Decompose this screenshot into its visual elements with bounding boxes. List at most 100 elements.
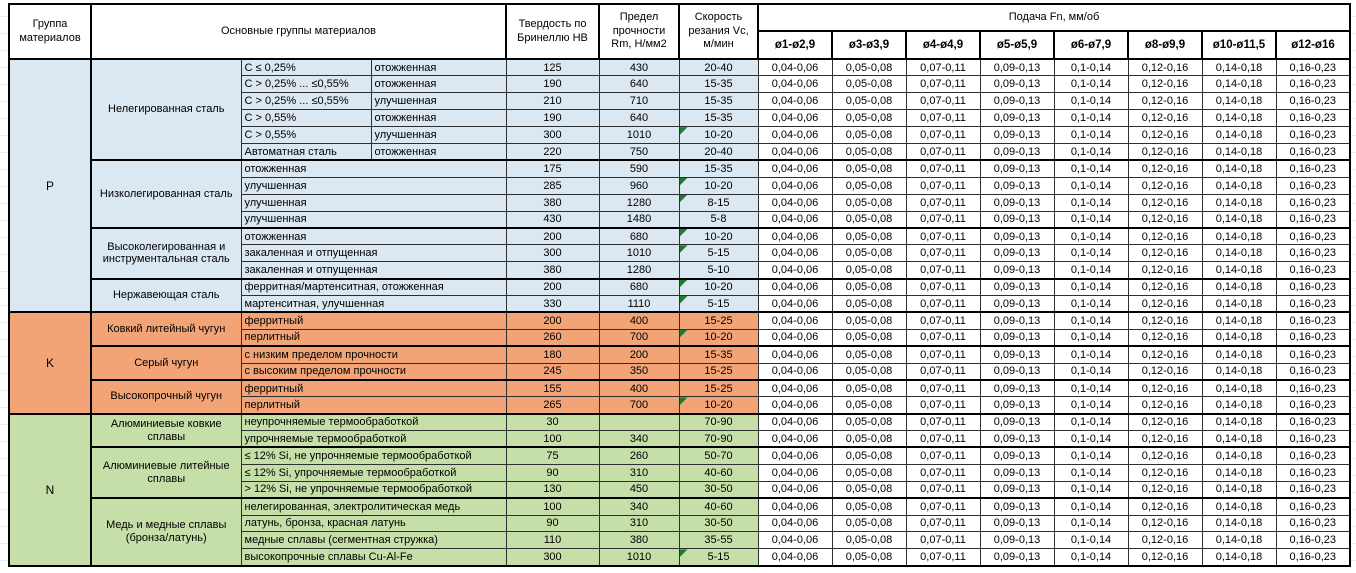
cell-cutting-speed: 20-40 (678, 58, 759, 77)
cell-strength-rm (598, 412, 680, 432)
cell-feed-7: 0,14-0,18 (1201, 226, 1277, 246)
cell-feed-5: 0,1-0,14 (1053, 109, 1129, 128)
cell-feed-6: 0,12-0,16 (1127, 531, 1203, 550)
cell-feed-4: 0,09-0,13 (979, 294, 1055, 313)
cell-feed-1: 0,04-0,06 (757, 412, 833, 432)
header-cutting-speed: Скорость резания Vc, м/мин (678, 3, 759, 60)
cell-feed-8: 0,16-0,23 (1275, 531, 1351, 550)
cell-feed-1: 0,04-0,06 (757, 159, 833, 178)
cell-feed-4: 0,09-0,13 (979, 446, 1055, 465)
cell-strength-rm: 750 (598, 142, 680, 161)
cell-feed-1: 0,04-0,06 (757, 109, 833, 128)
cell-feed-6: 0,12-0,16 (1127, 378, 1203, 398)
cell-feed-3: 0,07-0,11 (905, 412, 981, 432)
cell-feed-7: 0,14-0,18 (1201, 92, 1277, 111)
cell-feed-4: 0,09-0,13 (979, 548, 1055, 567)
cell-cutting-speed-flagged: 10-20 (678, 226, 759, 246)
cell-feed-5: 0,1-0,14 (1053, 345, 1129, 364)
cell-hardness-hb: 155 (505, 378, 600, 398)
cell-feed-2: 0,05-0,08 (831, 345, 907, 364)
cell-strength-rm: 1280 (598, 193, 680, 212)
cell-feed-4: 0,09-0,13 (979, 261, 1055, 280)
cell-feed-2: 0,05-0,08 (831, 261, 907, 280)
cell-strength-rm: 680 (598, 277, 680, 296)
cell-feed-1: 0,04-0,06 (757, 193, 833, 212)
cell-feed-1: 0,04-0,06 (757, 548, 833, 567)
cell-feed-7: 0,14-0,18 (1201, 210, 1277, 229)
cell-feed-2: 0,05-0,08 (831, 378, 907, 398)
header-diameter-8: ø12-ø16 (1274, 30, 1352, 60)
table-row: Автоматная сталь отожженная 220 750 20-40 0,0… (9, 142, 1351, 161)
cell-feed-5: 0,1-0,14 (1053, 311, 1129, 330)
table-row: латунь, бронза, красная латунь 90 310 30-50… (9, 514, 1351, 533)
cell-subgroup-name: Нержавеющая сталь (90, 277, 242, 313)
cell-hardness-hb: 330 (505, 294, 600, 313)
cell-strength-rm: 1010 (598, 126, 680, 144)
cell-feed-5: 0,1-0,14 (1053, 159, 1129, 178)
cell-feed-2: 0,05-0,08 (831, 142, 907, 161)
cell-feed-3: 0,07-0,11 (905, 261, 981, 280)
cell-material-description: высокопрочные сплавы Cu-Al-Fe (240, 548, 507, 567)
cell-feed-8: 0,16-0,23 (1275, 514, 1351, 533)
cell-feed-8: 0,16-0,23 (1275, 261, 1351, 280)
cell-hardness-hb: 380 (505, 261, 600, 280)
cell-feed-5: 0,1-0,14 (1053, 497, 1129, 516)
cell-hardness-hb: 175 (505, 159, 600, 178)
cell-feed-5: 0,1-0,14 (1053, 396, 1129, 415)
cell-feed-2: 0,05-0,08 (831, 328, 907, 347)
cell-material-description: нелегированная, электролитическая медь (240, 497, 507, 516)
cell-feed-4: 0,09-0,13 (979, 142, 1055, 161)
cell-feed-5: 0,1-0,14 (1053, 92, 1129, 111)
cell-cutting-speed: 70-90 (678, 430, 759, 448)
cell-feed-8: 0,16-0,23 (1275, 378, 1351, 398)
cell-feed-6: 0,12-0,16 (1127, 92, 1203, 111)
table-row: C > 0,55% улучшенная 300 1010 10-20 0,04-0,06… (9, 126, 1351, 144)
cell-feed-3: 0,07-0,11 (905, 548, 981, 567)
cell-hardness-hb: 430 (505, 210, 600, 229)
table-row: высокопрочные сплавы Cu-Al-Fe 300 1010 5-15… (9, 548, 1351, 567)
header-diameter-5: ø6-ø7,9 (1053, 30, 1129, 60)
cell-feed-6: 0,12-0,16 (1127, 126, 1203, 144)
table-row: Высокопрочный чугун ферритный 155 400 15-25 0… (9, 378, 1351, 415)
cell-strength-rm: 640 (598, 75, 680, 94)
cell-hardness-hb: 210 (505, 92, 600, 111)
cell-feed-2: 0,05-0,08 (831, 109, 907, 128)
cell-material-type: Автоматная сталь (240, 142, 372, 161)
cell-feed-7: 0,14-0,18 (1201, 345, 1277, 364)
table-row: мартенситная, улучшенная 330 1110 5-15 0,04-… (9, 294, 1351, 313)
cell-feed-8: 0,16-0,23 (1275, 75, 1351, 94)
cell-feed-6: 0,12-0,16 (1127, 463, 1203, 482)
cell-material-description: > 12% Si, не упрочняемые термообработкой (240, 480, 507, 499)
cell-feed-4: 0,09-0,13 (979, 463, 1055, 482)
cell-strength-rm: 380 (598, 531, 680, 550)
cell-cutting-speed: 30-50 (678, 514, 759, 533)
cell-feed-4: 0,09-0,13 (979, 328, 1055, 347)
table-row: > 12% Si, не упрочняемые термообработкой… (9, 480, 1351, 499)
cell-feed-8: 0,16-0,23 (1275, 58, 1351, 77)
cell-material-description: с высоким пределом прочности (240, 362, 507, 381)
cell-cutting-speed-flagged: 5-15 (678, 294, 759, 313)
cell-feed-4: 0,09-0,13 (979, 58, 1055, 77)
cell-feed-6: 0,12-0,16 (1127, 362, 1203, 381)
cell-strength-rm: 1110 (598, 294, 680, 313)
cell-hardness-hb: 190 (505, 109, 600, 128)
cell-feed-3: 0,07-0,11 (905, 463, 981, 482)
cell-feed-1: 0,04-0,06 (757, 75, 833, 94)
cell-hardness-hb: 245 (505, 362, 600, 381)
header-main-groups: Основные группы материалов (90, 3, 507, 60)
cell-feed-1: 0,04-0,06 (757, 261, 833, 280)
cell-feed-5: 0,1-0,14 (1053, 244, 1129, 263)
cell-feed-7: 0,14-0,18 (1201, 142, 1277, 161)
cell-feed-1: 0,04-0,06 (757, 531, 833, 550)
table-row: упрочняемые термообработкой 100 340 70-90 0,… (9, 430, 1351, 448)
cell-feed-1: 0,04-0,06 (757, 378, 833, 398)
cell-material-description: медные сплавы (сегментная стружка) (240, 531, 507, 550)
cell-feed-5: 0,1-0,14 (1053, 193, 1129, 212)
cell-subgroup-name: Высоколегированная и инструментальная ст… (90, 226, 242, 280)
cell-feed-7: 0,14-0,18 (1201, 531, 1277, 550)
cell-feed-7: 0,14-0,18 (1201, 277, 1277, 296)
table-row: C > 0,25% ... ≤0,55% улучшенная 210 710 15-3… (9, 92, 1351, 111)
cell-feed-2: 0,05-0,08 (831, 463, 907, 482)
cell-feed-4: 0,09-0,13 (979, 430, 1055, 448)
cell-feed-4: 0,09-0,13 (979, 226, 1055, 246)
